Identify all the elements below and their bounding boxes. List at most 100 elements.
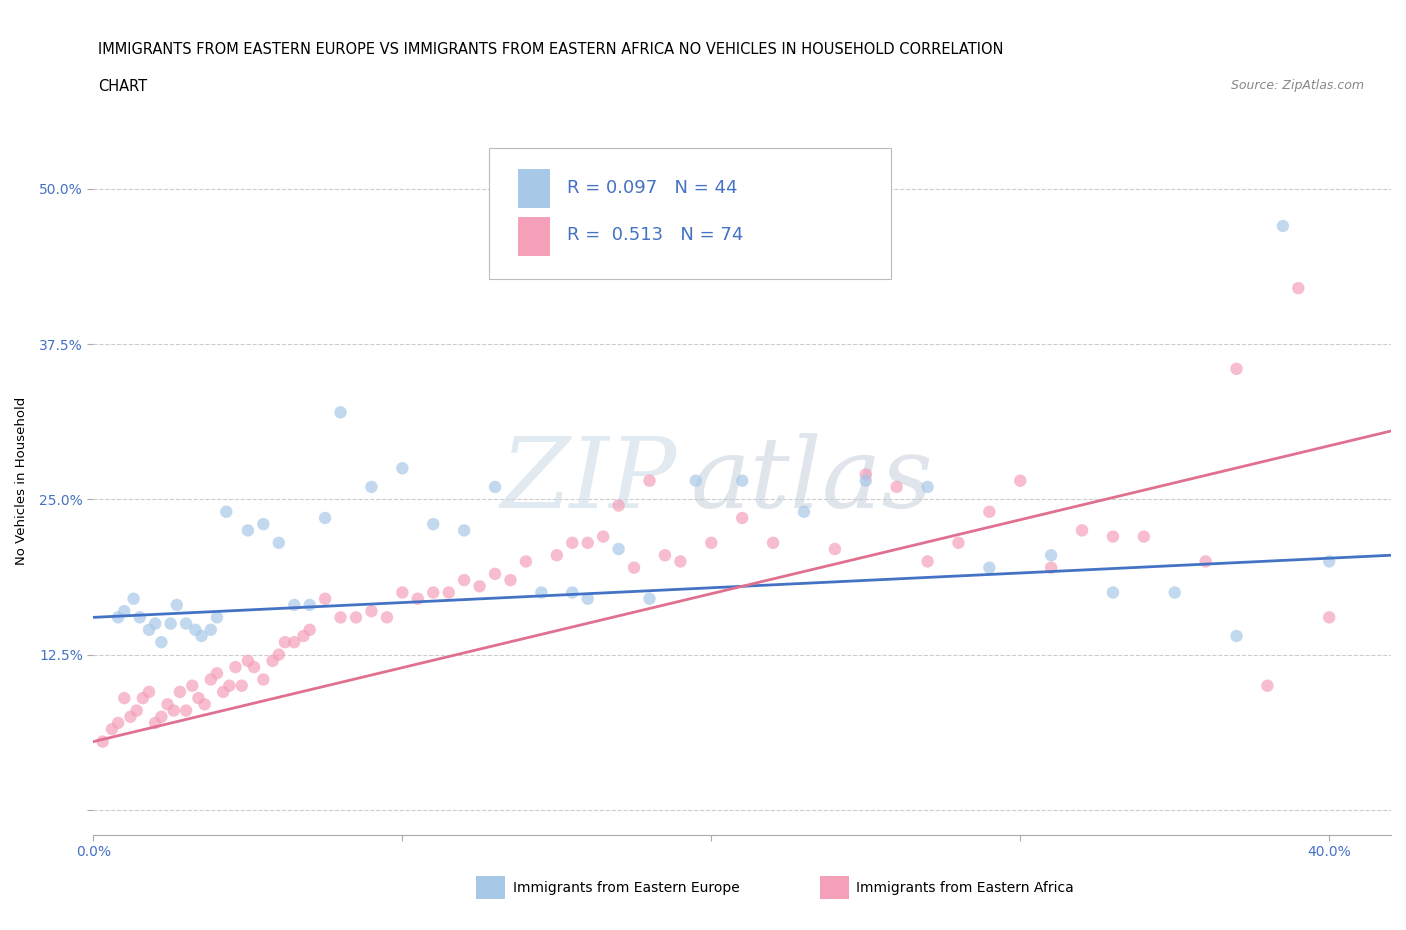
Point: [1102, 585, 1125, 600]
Point: [917, 554, 939, 569]
Point: [607, 498, 630, 513]
Point: [329, 610, 352, 625]
Point: [685, 473, 707, 488]
Point: [762, 536, 785, 551]
Point: [437, 585, 460, 600]
Point: [314, 591, 336, 606]
Point: [561, 536, 583, 551]
Point: [375, 610, 398, 625]
Text: atlas: atlas: [690, 433, 934, 528]
Point: [274, 635, 297, 650]
Point: [181, 678, 204, 693]
Point: [515, 554, 537, 569]
Point: [1194, 554, 1216, 569]
Text: CHART: CHART: [98, 79, 148, 94]
Point: [143, 715, 166, 730]
Point: [174, 703, 197, 718]
Point: [187, 691, 209, 706]
Point: [267, 536, 290, 551]
Point: [150, 635, 173, 650]
FancyBboxPatch shape: [517, 169, 550, 208]
Point: [190, 629, 212, 644]
Point: [1071, 523, 1094, 538]
Text: Immigrants from Eastern Africa: Immigrants from Eastern Africa: [856, 881, 1074, 895]
Point: [184, 622, 207, 637]
Point: [231, 678, 253, 693]
Point: [169, 684, 191, 699]
Point: [886, 480, 908, 495]
Point: [200, 622, 222, 637]
Point: [1010, 473, 1032, 488]
Point: [592, 529, 614, 544]
Point: [174, 617, 197, 631]
Point: [453, 573, 475, 588]
Point: [453, 523, 475, 538]
Point: [360, 604, 382, 618]
Point: [205, 610, 228, 625]
Point: [546, 548, 568, 563]
Point: [499, 573, 522, 588]
Point: [1286, 281, 1309, 296]
Point: [1317, 554, 1340, 569]
Point: [156, 697, 179, 711]
Point: [194, 697, 217, 711]
Point: [159, 617, 181, 631]
Point: [1271, 219, 1294, 233]
Point: [225, 659, 247, 674]
Point: [314, 511, 336, 525]
Text: Immigrants from Eastern Europe: Immigrants from Eastern Europe: [513, 881, 740, 895]
Point: [243, 659, 266, 674]
Point: [1040, 548, 1063, 563]
Point: [731, 511, 754, 525]
Point: [360, 480, 382, 495]
Text: IMMIGRANTS FROM EASTERN EUROPE VS IMMIGRANTS FROM EASTERN AFRICA NO VEHICLES IN : IMMIGRANTS FROM EASTERN EUROPE VS IMMIGR…: [98, 42, 1004, 57]
Point: [1102, 529, 1125, 544]
Point: [101, 722, 124, 737]
Point: [623, 560, 645, 575]
Point: [150, 710, 173, 724]
Point: [422, 585, 444, 600]
FancyBboxPatch shape: [489, 148, 891, 279]
Point: [128, 610, 150, 625]
Point: [793, 504, 815, 519]
Point: [700, 536, 723, 551]
FancyBboxPatch shape: [820, 876, 849, 898]
Point: [1133, 529, 1156, 544]
Point: [1040, 560, 1063, 575]
Point: [138, 622, 160, 637]
FancyBboxPatch shape: [477, 876, 505, 898]
Point: [824, 541, 846, 556]
Point: [215, 504, 238, 519]
Point: [1225, 629, 1247, 644]
Point: [561, 585, 583, 600]
Point: [731, 473, 754, 488]
Point: [120, 710, 142, 724]
Text: Source: ZipAtlas.com: Source: ZipAtlas.com: [1230, 79, 1364, 92]
Point: [298, 622, 321, 637]
Point: [576, 591, 599, 606]
Point: [638, 473, 661, 488]
Point: [163, 703, 186, 718]
Point: [166, 597, 188, 612]
Point: [218, 678, 240, 693]
Point: [283, 597, 305, 612]
Point: [107, 715, 129, 730]
Point: [484, 566, 506, 581]
Point: [132, 691, 155, 706]
Point: [1317, 610, 1340, 625]
FancyBboxPatch shape: [517, 218, 550, 256]
Point: [107, 610, 129, 625]
Point: [329, 405, 352, 419]
Point: [267, 647, 290, 662]
Point: [91, 734, 114, 749]
Point: [530, 585, 553, 600]
Point: [112, 604, 135, 618]
Point: [638, 591, 661, 606]
Text: R = 0.097   N = 44: R = 0.097 N = 44: [567, 179, 738, 197]
Point: [283, 635, 305, 650]
Point: [855, 467, 877, 482]
Point: [855, 473, 877, 488]
Point: [122, 591, 145, 606]
Y-axis label: No Vehicles in Household: No Vehicles in Household: [15, 396, 28, 565]
Point: [468, 578, 491, 593]
